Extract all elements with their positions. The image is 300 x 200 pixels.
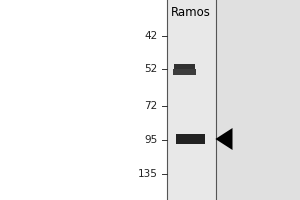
- Text: 52: 52: [144, 64, 158, 74]
- Bar: [216, 0, 300, 200]
- Text: 135: 135: [138, 169, 158, 179]
- Bar: [176, 134, 205, 144]
- Text: 95: 95: [144, 135, 158, 145]
- Text: 72: 72: [144, 101, 158, 111]
- Text: Ramos: Ramos: [171, 6, 210, 19]
- Bar: [174, 64, 195, 69]
- Polygon shape: [215, 128, 232, 150]
- Text: 42: 42: [144, 31, 158, 41]
- Bar: [167, 0, 216, 200]
- Bar: [173, 69, 196, 75]
